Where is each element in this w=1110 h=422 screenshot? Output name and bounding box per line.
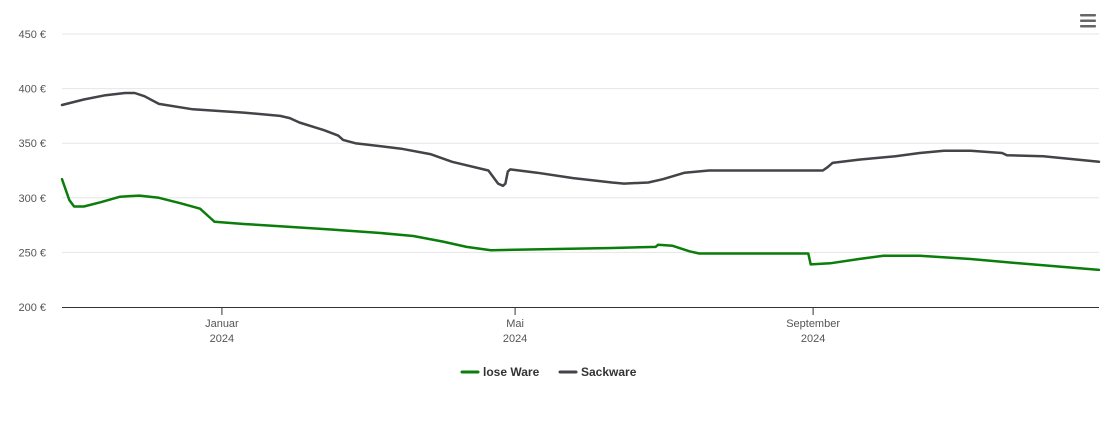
x-tick-month: Januar: [205, 318, 239, 330]
grid-lines: [62, 33, 1099, 253]
legend-label: lose Ware: [483, 365, 540, 379]
y-axis-ticks: 200 € 250 € 300 € 350 € 400 € 450 €: [18, 29, 46, 314]
y-tick-label: 400 €: [18, 84, 46, 96]
x-tick-month: Mai: [506, 318, 524, 330]
y-tick-label: 450 €: [18, 29, 46, 41]
legend-label: Sackware: [581, 365, 637, 379]
y-tick-label: 300 €: [18, 193, 46, 205]
y-tick-label: 250 €: [18, 247, 46, 259]
x-tick-year: 2024: [801, 333, 825, 345]
y-tick-label: 200 €: [18, 302, 46, 314]
series-line-0[interactable]: [60, 177, 1101, 272]
legend-item[interactable]: lose Ware: [460, 365, 540, 379]
chart-menu-button[interactable]: [1076, 10, 1100, 32]
x-tick-year: 2024: [503, 333, 527, 345]
x-tick-year: 2024: [210, 333, 234, 345]
x-axis-ticks: Januar 2024 Mai 2024 September 2024: [205, 307, 840, 345]
y-tick-label: 350 €: [18, 138, 46, 150]
hamburger-menu-icon: [1080, 14, 1096, 28]
x-tick-month: September: [786, 318, 840, 330]
legend-item[interactable]: Sackware: [558, 365, 637, 379]
series-line-1[interactable]: [60, 91, 1101, 188]
legend[interactable]: lose Ware Sackware: [460, 365, 637, 379]
series-lines: [60, 91, 1101, 272]
